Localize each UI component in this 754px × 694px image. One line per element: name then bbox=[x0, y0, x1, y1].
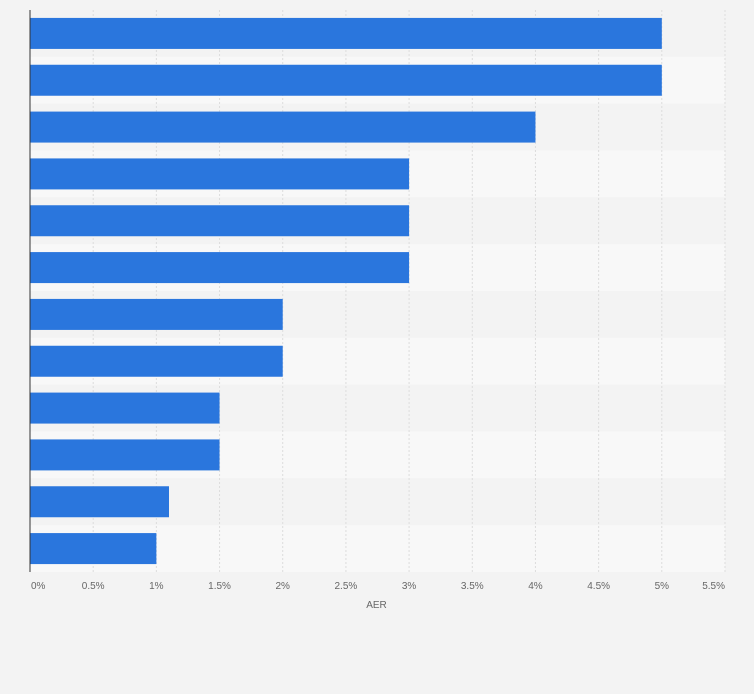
x-tick-label-8: 3.5% bbox=[461, 581, 484, 592]
x-tick-label-1: 0% bbox=[31, 581, 46, 592]
bar-8 bbox=[30, 345, 283, 377]
x-tick-label-9: 4% bbox=[528, 581, 543, 592]
bar-10 bbox=[30, 439, 220, 471]
bar-7 bbox=[30, 298, 283, 330]
bar-12 bbox=[30, 533, 157, 565]
x-tick-label-3: 1% bbox=[149, 581, 164, 592]
x-tick-label-2: 0.5% bbox=[82, 581, 105, 592]
x-axis-label: AER bbox=[366, 600, 387, 611]
x-tick-label-7: 3% bbox=[402, 581, 417, 592]
x-tick-label-6: 2.5% bbox=[335, 581, 358, 592]
bar-11 bbox=[30, 486, 169, 518]
x-tick-labels: 0% 0.5% 1% 1.5% 2% 2.5% 3% 3.5% 4% 4.5% 5% 5.5% bbox=[31, 581, 725, 592]
x-tick-label-5: 2% bbox=[276, 581, 291, 592]
bars bbox=[30, 17, 662, 565]
x-tick-label-11: 5% bbox=[655, 581, 670, 592]
bar-3 bbox=[30, 111, 536, 143]
x-tick-label-12: 5.5% bbox=[702, 581, 725, 592]
bar-5 bbox=[30, 205, 410, 237]
x-tick-label-4: 1.5% bbox=[208, 581, 231, 592]
bar-2 bbox=[30, 64, 662, 96]
bar-4 bbox=[30, 158, 410, 190]
bar-9 bbox=[30, 392, 220, 424]
bar-1 bbox=[30, 17, 662, 49]
bar-6 bbox=[30, 252, 410, 284]
x-tick-label-10: 4.5% bbox=[587, 581, 610, 592]
